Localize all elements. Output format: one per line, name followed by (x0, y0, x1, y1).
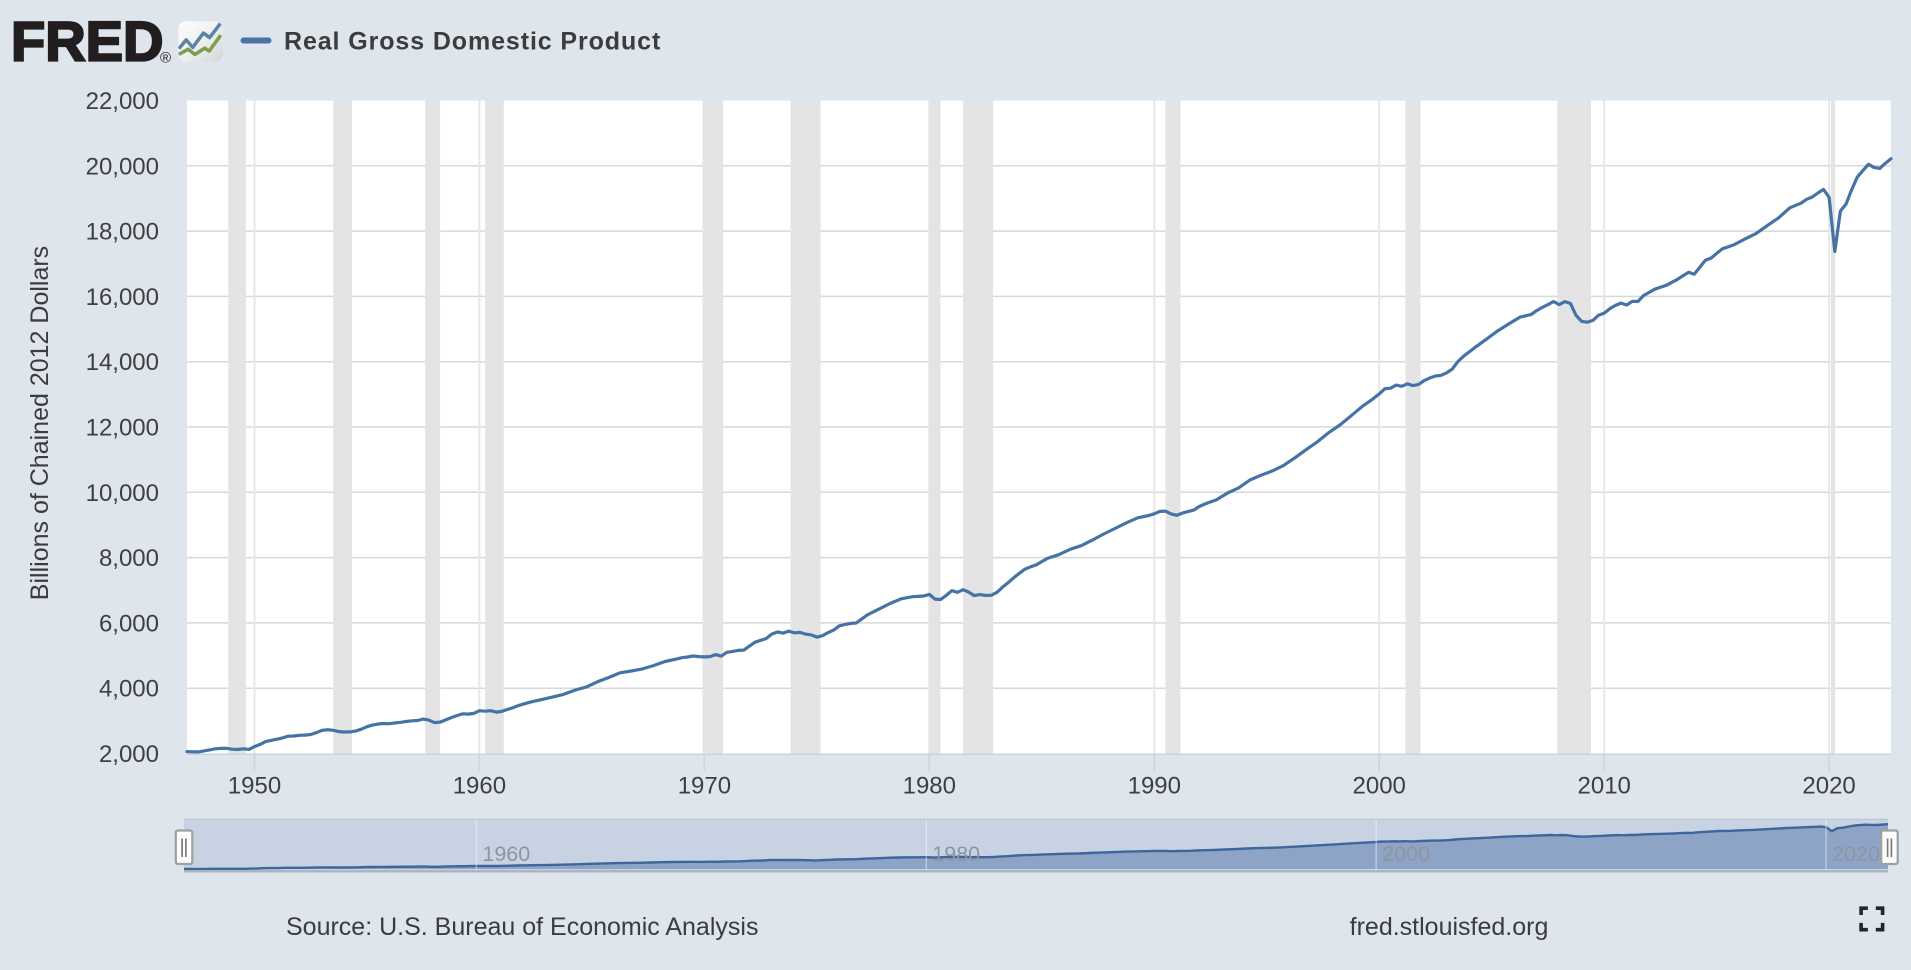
svg-text:Source: U.S. Bureau of Economi: Source: U.S. Bureau of Economic Analysis (286, 913, 758, 941)
svg-text:1960: 1960 (453, 773, 506, 800)
svg-text:1970: 1970 (678, 773, 731, 800)
svg-text:2020: 2020 (1802, 773, 1855, 800)
svg-text:20,000: 20,000 (86, 153, 159, 180)
svg-text:Real Gross Domestic Product: Real Gross Domestic Product (284, 27, 661, 55)
svg-text:2,000: 2,000 (99, 741, 159, 768)
svg-text:1980: 1980 (932, 842, 980, 866)
svg-text:2000: 2000 (1353, 773, 1406, 800)
svg-text:18,000: 18,000 (86, 219, 159, 246)
svg-text:1980: 1980 (903, 773, 956, 800)
svg-text:16,000: 16,000 (86, 284, 159, 311)
svg-text:10,000: 10,000 (86, 480, 159, 507)
svg-text:22,000: 22,000 (86, 88, 159, 115)
svg-text:4,000: 4,000 (99, 676, 159, 703)
svg-text:2020: 2020 (1832, 842, 1880, 866)
svg-text:14,000: 14,000 (86, 349, 159, 376)
svg-text:1990: 1990 (1128, 773, 1181, 800)
svg-text:2000: 2000 (1382, 842, 1430, 866)
svg-text:2010: 2010 (1578, 773, 1631, 800)
svg-text:1960: 1960 (482, 842, 530, 866)
svg-text:®: ® (160, 50, 171, 67)
svg-text:6,000: 6,000 (99, 610, 159, 637)
svg-text:1950: 1950 (228, 773, 281, 800)
svg-text:Billions of Chained 2012 Dolla: Billions of Chained 2012 Dollars (26, 246, 54, 600)
svg-text:8,000: 8,000 (99, 545, 159, 572)
svg-text:FRED: FRED (11, 10, 163, 73)
svg-text:12,000: 12,000 (86, 415, 159, 442)
svg-text:fred.stlouisfed.org: fred.stlouisfed.org (1350, 913, 1549, 941)
